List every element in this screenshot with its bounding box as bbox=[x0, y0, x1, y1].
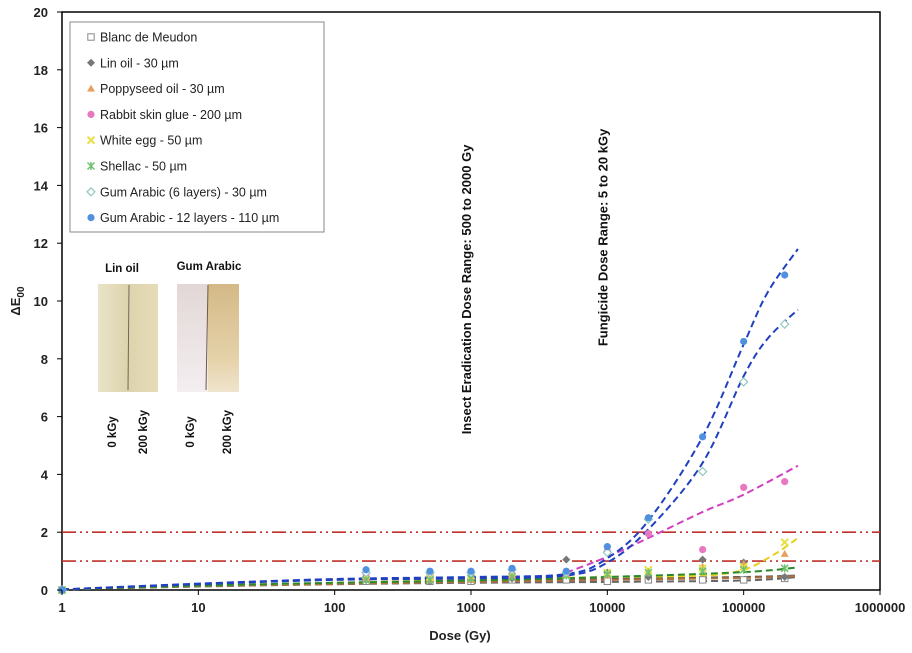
data-point bbox=[698, 576, 707, 584]
data-point bbox=[562, 555, 571, 564]
y-axis-title-main: ΔE bbox=[8, 297, 23, 315]
data-point bbox=[603, 577, 612, 586]
inset-title-lin-oil: Lin oil bbox=[105, 263, 139, 275]
data-point bbox=[697, 466, 708, 477]
legend-label: White egg - 50 µm bbox=[100, 134, 202, 148]
y-tick-label: 0 bbox=[41, 583, 48, 598]
legend-label: Lin oil - 30 µm bbox=[100, 56, 179, 70]
legend-marker bbox=[87, 110, 95, 118]
y-tick-label: 4 bbox=[41, 467, 49, 482]
y-tick-label: 10 bbox=[34, 294, 48, 309]
data-point bbox=[739, 565, 748, 574]
data-point bbox=[467, 567, 475, 575]
gum-arabic-sample-divider bbox=[205, 284, 209, 391]
gum-arabic-sample-photo-left bbox=[177, 284, 208, 392]
data-point bbox=[780, 572, 789, 581]
y-tick-label: 6 bbox=[41, 410, 48, 425]
data-point bbox=[740, 337, 748, 346]
data-point bbox=[699, 433, 707, 441]
legend-label: Poppyseed oil - 30 µm bbox=[100, 82, 225, 96]
y-tick-label: 12 bbox=[34, 236, 48, 251]
data-point bbox=[644, 530, 652, 538]
data-point bbox=[603, 570, 612, 579]
data-point bbox=[362, 566, 370, 574]
lin-oil-sample-divider bbox=[127, 284, 130, 391]
data-point bbox=[698, 562, 707, 570]
x-tick-label: 1 bbox=[58, 600, 65, 615]
legend-label: Rabbit skin glue - 200 µm bbox=[100, 108, 242, 122]
y-axis-title: ΔE00 bbox=[8, 286, 27, 316]
y-tick-label: 14 bbox=[34, 178, 49, 193]
trend-lines bbox=[61, 248, 799, 591]
data-point bbox=[698, 555, 707, 564]
inset-title-gum-arabic: Gum Arabic bbox=[177, 261, 242, 273]
legend: Blanc de Meudon Lin oil - 30 µm Poppyseed … bbox=[69, 21, 325, 233]
data-point bbox=[602, 547, 613, 558]
legend-marker bbox=[86, 161, 96, 171]
legend-label: Gum Arabic - 12 layers - 110 µm bbox=[100, 211, 279, 225]
legend-marker bbox=[87, 214, 95, 222]
x-tick-label: 10000 bbox=[589, 600, 625, 615]
x-tick-label: 100 bbox=[324, 600, 346, 615]
trend-line bbox=[61, 566, 799, 591]
legend-label: Shellac - 50 µm bbox=[100, 160, 187, 174]
legend-marker bbox=[87, 58, 95, 67]
y-tick-label: 20 bbox=[34, 5, 48, 20]
data-point bbox=[603, 543, 611, 551]
gum-arabic-dose-200: 200 kGy bbox=[222, 409, 234, 454]
data-point bbox=[781, 478, 789, 486]
y-tick-label: 2 bbox=[41, 525, 48, 540]
data-point bbox=[740, 483, 748, 492]
y-axis-title-subscript: 00 bbox=[16, 286, 27, 298]
x-tick-label: 1000000 bbox=[855, 600, 906, 615]
data-point bbox=[780, 564, 789, 573]
legend-items: Blanc de Meudon Lin oil - 30 µm Poppyseed … bbox=[86, 31, 279, 225]
data-point bbox=[562, 567, 570, 575]
x-tick-label: 10 bbox=[191, 600, 205, 615]
legend-box bbox=[69, 21, 325, 233]
data-point bbox=[779, 319, 790, 329]
data-point bbox=[699, 545, 707, 554]
annotation-fungicide: Fungicide Dose Range: 5 to 20 kGy bbox=[595, 128, 610, 346]
data-point bbox=[781, 271, 789, 279]
reference-lines bbox=[62, 531, 880, 562]
annotation-insect-eradication: Insect Eradication Dose Range: 500 to 20… bbox=[459, 144, 474, 434]
y-tick-label: 8 bbox=[41, 352, 48, 367]
gum-arabic-sample-photo-right bbox=[208, 284, 239, 392]
data-point bbox=[738, 377, 749, 387]
x-tick-label: 1000 bbox=[457, 600, 486, 615]
lin-oil-dose-200: 200 kGy bbox=[138, 409, 150, 454]
y-axis: 0 2 4 6 8 10 12 14 16 18 20 bbox=[34, 5, 62, 598]
x-axis-title: Dose (Gy) bbox=[429, 628, 490, 643]
legend-label: Blanc de Meudon bbox=[100, 31, 197, 45]
lin-oil-dose-0: 0 kGy bbox=[107, 416, 119, 448]
legend-marker bbox=[87, 33, 95, 41]
x-tick-label: 100000 bbox=[722, 600, 765, 615]
x-axis: 1 10 100 1000 10000 100000 1000000 bbox=[58, 590, 905, 615]
data-point bbox=[698, 567, 707, 576]
data-point bbox=[508, 564, 516, 572]
gum-arabic-dose-0: 0 kGy bbox=[185, 416, 197, 448]
data-point bbox=[739, 576, 748, 584]
legend-marker bbox=[86, 186, 96, 197]
trend-line bbox=[565, 464, 799, 574]
legend-marker bbox=[86, 135, 96, 145]
data-point bbox=[426, 567, 434, 575]
data-point bbox=[780, 538, 789, 547]
inset-photos: Lin oil Gum Arabic 0 kGy 200 kGy 0 kGy 2… bbox=[98, 261, 242, 454]
legend-label: Gum Arabic (6 layers) - 30 µm bbox=[100, 185, 267, 199]
data-point bbox=[644, 568, 653, 577]
y-tick-label: 16 bbox=[34, 121, 48, 136]
y-tick-label: 18 bbox=[34, 63, 48, 78]
data-point bbox=[780, 549, 789, 557]
data-point bbox=[644, 514, 652, 522]
legend-marker bbox=[87, 84, 95, 92]
